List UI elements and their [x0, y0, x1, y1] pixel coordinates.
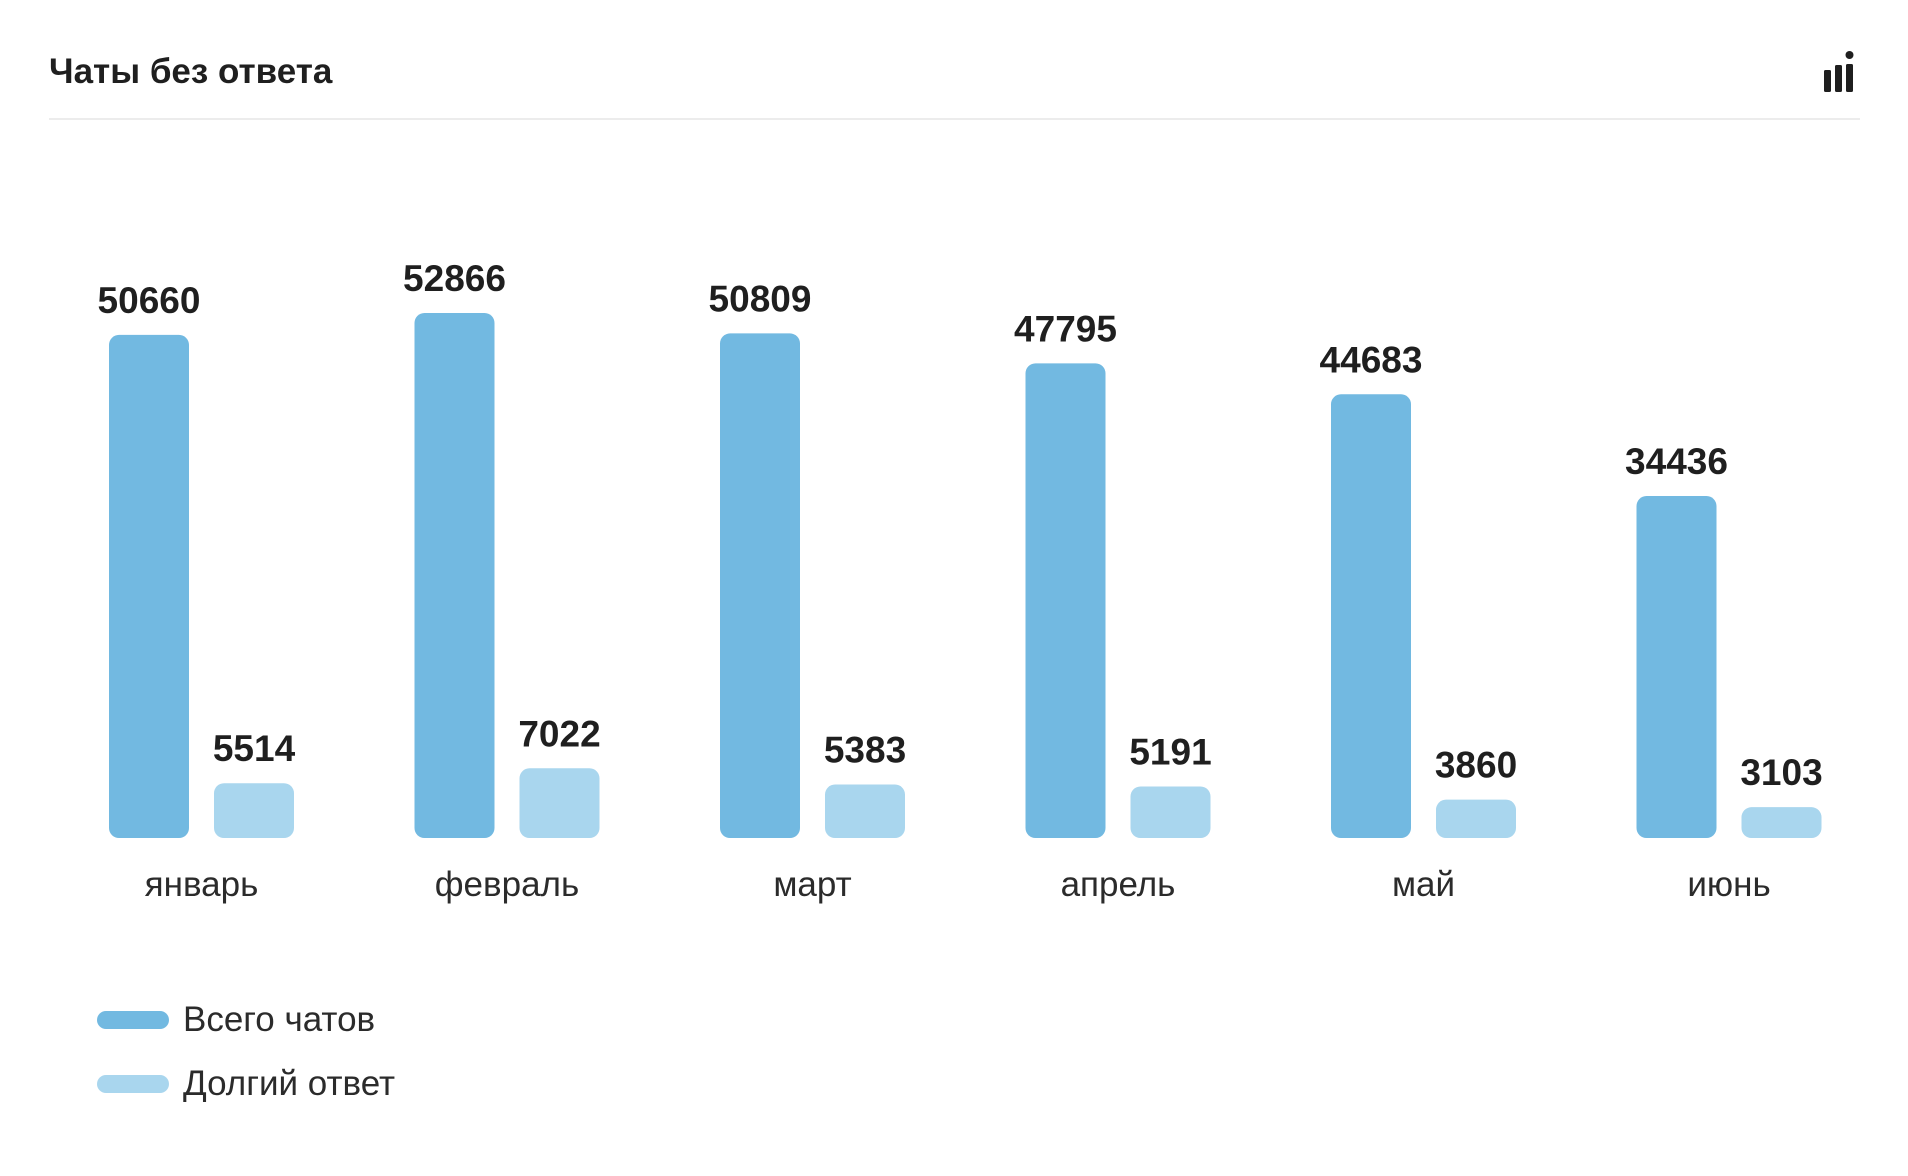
bar-long[interactable] [1130, 786, 1211, 838]
data-label: 5191 [1129, 731, 1211, 772]
legend-swatch-long [97, 1075, 169, 1093]
legend-label: Долгий ответ [183, 1064, 396, 1103]
chart-legend: Всего чатов Долгий ответ [97, 988, 395, 1116]
x-tick-label: февраль [435, 865, 579, 904]
x-tick-label: июнь [1687, 865, 1770, 904]
card-header: Чаты без ответа [49, 48, 1860, 120]
legend-swatch-total [97, 1011, 169, 1029]
x-tick-label: апрель [1061, 865, 1176, 904]
bar-total[interactable] [1025, 363, 1106, 838]
data-label: 3103 [1740, 752, 1822, 793]
data-label: 52866 [403, 258, 506, 299]
data-label: 47795 [1014, 308, 1117, 349]
bar-total[interactable] [1331, 394, 1411, 838]
bar-long[interactable] [825, 784, 905, 838]
data-label: 34436 [1625, 441, 1728, 482]
bar-long[interactable] [214, 783, 294, 838]
bar-total[interactable] [109, 334, 189, 838]
legend-item-long[interactable]: Долгий ответ [97, 1052, 395, 1116]
bar-long[interactable] [1436, 799, 1516, 838]
data-label: 3860 [1435, 745, 1517, 786]
x-tick-label: январь [145, 865, 259, 904]
bar-long[interactable] [519, 768, 600, 838]
bar-chart: 50660 5514 январь 52866 7022 февраль 50809 5383… [98, 258, 1823, 904]
legend-item-total[interactable]: Всего чатов [97, 988, 395, 1052]
data-label: 44683 [1320, 339, 1423, 380]
data-label: 7022 [518, 713, 600, 754]
bar-total[interactable] [1636, 496, 1717, 838]
data-label: 50660 [98, 280, 201, 321]
bar-chart-icon[interactable] [1824, 50, 1860, 92]
bar-total[interactable] [720, 333, 800, 838]
x-tick-label: май [1392, 865, 1455, 904]
data-label: 5514 [213, 728, 296, 769]
data-label: 50809 [709, 278, 812, 319]
x-tick-label: март [773, 865, 851, 904]
bar-long[interactable] [1741, 807, 1822, 838]
legend-label: Всего чатов [183, 1000, 376, 1039]
bar-total[interactable] [414, 313, 495, 838]
page-title: Чаты без ответа [49, 52, 333, 91]
data-label: 5383 [824, 730, 906, 771]
